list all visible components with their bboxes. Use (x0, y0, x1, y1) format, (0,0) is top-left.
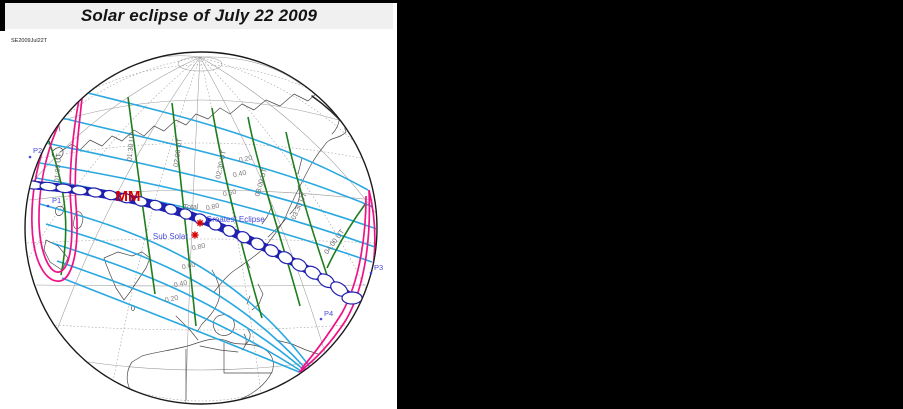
contact-point-p3: P3 (374, 263, 383, 272)
sub-solar-star (190, 230, 200, 240)
lower-magnitude-0.40: 0.40 (173, 280, 188, 290)
contact-point-p4-dot (319, 317, 323, 321)
upper-magnitude-0.60: 0.60 (222, 189, 237, 199)
eclipse-code-watermark: SE2009Jul22T (11, 38, 48, 44)
upper-magnitude-0.80: 0.80 (205, 203, 220, 213)
top-border (0, 0, 397, 3)
contact-point-p2-dot (28, 155, 32, 159)
total-label: Total (184, 204, 199, 211)
contact-point-p1: P1 (52, 196, 61, 205)
sub-solar-label: Sub Solar (153, 232, 188, 241)
contact-point-p1-dot (46, 204, 50, 208)
lower-magnitude-0.80: 0.80 (191, 243, 206, 253)
top-left-black-block (0, 0, 5, 31)
map-title: Solar eclipse of July 22 2009 (80, 6, 318, 25)
contact-point-p2: P2 (33, 146, 42, 155)
contact-point-p4: P4 (324, 309, 333, 318)
greatest-eclipse-label: Greatest Eclipse (206, 215, 265, 224)
upper-magnitude-0.40: 0.40 (232, 170, 247, 180)
eclipse-globe-map: MM Total 0.20 0.40 0.60 0.80 0.80 0.60 0… (24, 51, 383, 405)
time-label-0130ut: 01:30 UT (127, 131, 137, 161)
globe-limb (24, 51, 378, 405)
title-bar: Solar eclipse of July 22 2009 (5, 3, 393, 29)
time-label-0200ut: 02:00 UT (173, 137, 184, 167)
umbra-path-band (25, 180, 363, 305)
lower-magnitude-0.20: 0.20 (164, 295, 179, 305)
graticule-grid (27, 55, 376, 403)
upper-magnitude-0.20: 0.20 (238, 155, 253, 165)
lower-magnitude-0.60: 0.60 (181, 262, 196, 272)
greatest-eclipse-star (195, 218, 205, 228)
eclipse-map-panel: Solar eclipse of July 22 2009 SE2009Jul2… (0, 0, 397, 409)
central-line-label: MM (116, 188, 141, 205)
magnitude-contours (35, 91, 377, 373)
contact-point-p3-dot (369, 271, 373, 275)
letterbox-right (397, 0, 903, 409)
time-label-0100ut: 01:00 UT (54, 153, 63, 183)
umbra-shadow-ovals (25, 180, 363, 305)
